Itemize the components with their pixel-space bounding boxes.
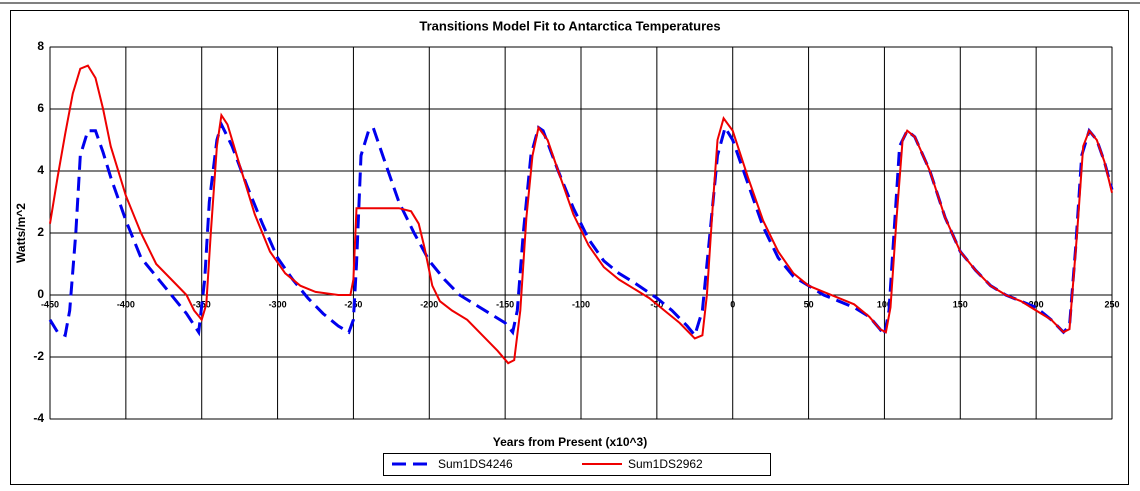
y-tick-label: 4 xyxy=(37,163,44,177)
legend-label: Sum1DS4246 xyxy=(438,457,513,471)
y-tick-label: -2 xyxy=(33,349,44,363)
chart-title: Transitions Model Fit to Antarctica Temp… xyxy=(419,18,720,33)
x-tick-label: -100 xyxy=(572,299,590,309)
y-axis-label: Watts/m^2 xyxy=(14,203,28,263)
y-tick-label: 2 xyxy=(37,225,44,239)
x-tick-label: -200 xyxy=(420,299,438,309)
legend-label: Sum1DS2962 xyxy=(628,457,703,471)
legend xyxy=(383,453,771,476)
x-tick-label: -300 xyxy=(269,299,287,309)
x-tick-label: 50 xyxy=(804,299,814,309)
x-tick-label: -450 xyxy=(41,299,59,309)
y-tick-label: 6 xyxy=(37,101,44,115)
x-tick-label: 0 xyxy=(730,299,735,309)
x-tick-label: 100 xyxy=(877,299,892,309)
y-tick-label: 0 xyxy=(37,287,44,301)
x-tick-label: -400 xyxy=(117,299,135,309)
y-tick-label: 8 xyxy=(37,39,44,53)
x-tick-label: -150 xyxy=(496,299,514,309)
x-axis-label: Years from Present (x10^3) xyxy=(493,435,647,449)
x-tick-label: 200 xyxy=(1029,299,1044,309)
y-tick-label: -4 xyxy=(33,411,44,425)
series-line xyxy=(49,64,1113,365)
x-tick-label: 150 xyxy=(953,299,968,309)
x-tick-label: 250 xyxy=(1104,299,1119,309)
